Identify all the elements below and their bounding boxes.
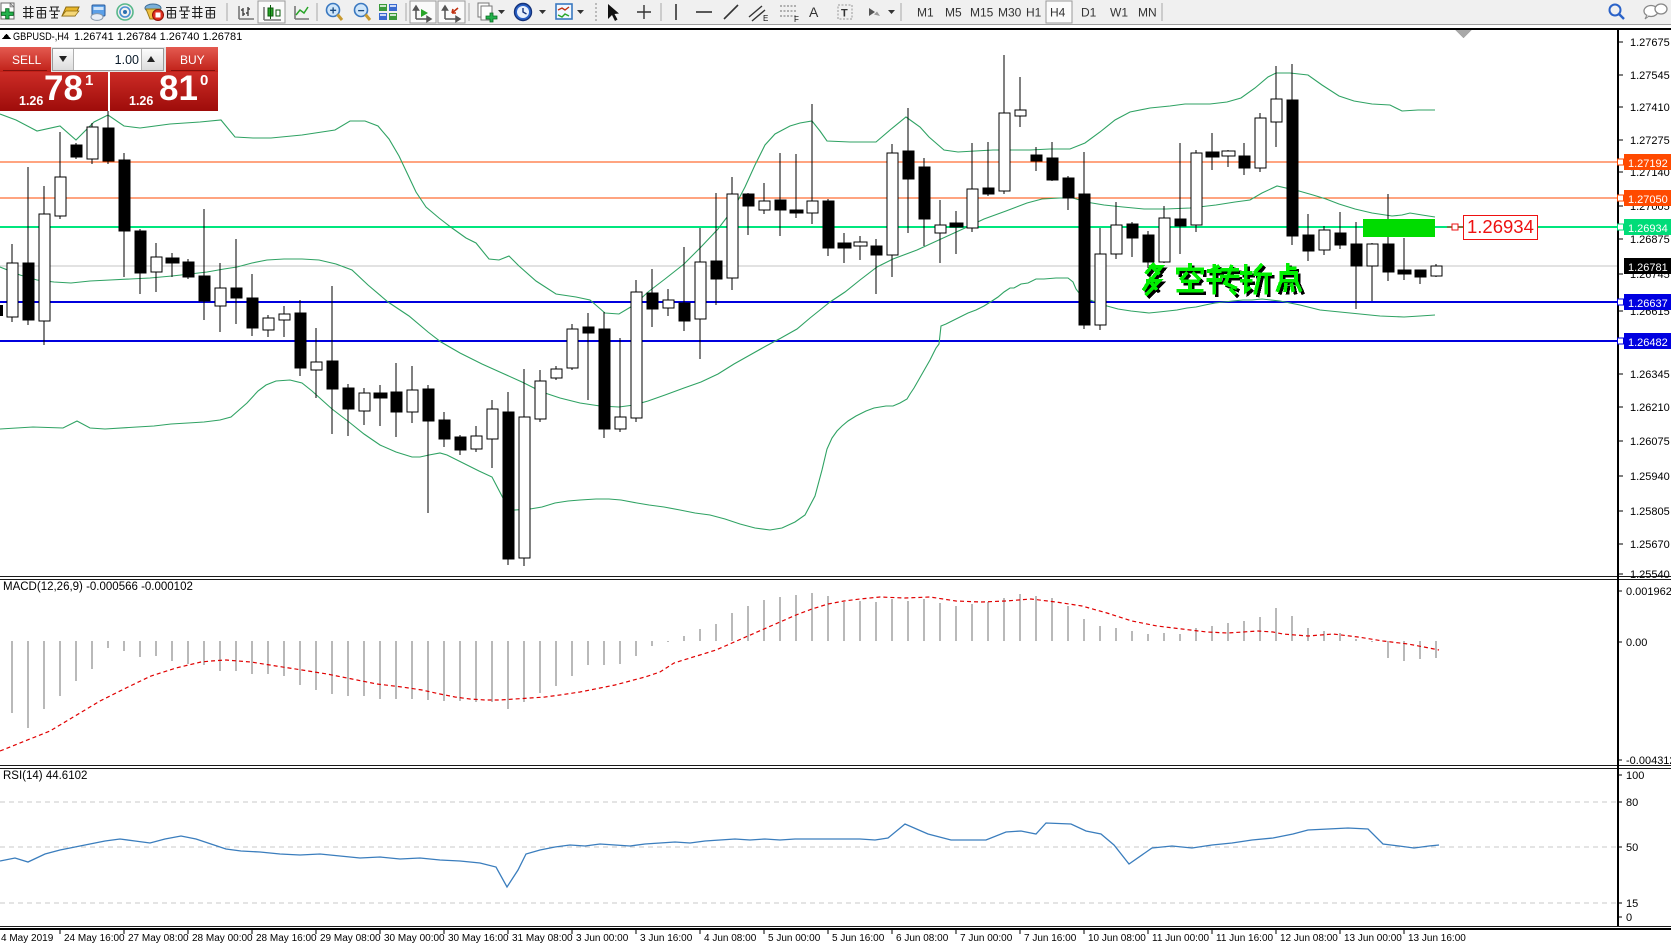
svg-text:E: E (763, 14, 768, 23)
svg-text:1.26741 1.26784 1.26740 1.2678: 1.26741 1.26784 1.26740 1.26781 (74, 31, 242, 43)
svg-text:1.27275: 1.27275 (1630, 135, 1670, 147)
svg-text:4 Jun 08:00: 4 Jun 08:00 (704, 933, 757, 944)
svg-text:6 Jun 08:00: 6 Jun 08:00 (896, 933, 949, 944)
svg-text:30 May 16:00: 30 May 16:00 (448, 933, 509, 944)
svg-text:1.26210: 1.26210 (1630, 402, 1670, 414)
svg-text:15: 15 (1626, 898, 1638, 910)
svg-text:M30: M30 (998, 6, 1022, 20)
svg-text:5 Jun 16:00: 5 Jun 16:00 (832, 933, 885, 944)
svg-text:1.26934: 1.26934 (1628, 223, 1668, 235)
svg-text:100: 100 (1626, 770, 1644, 782)
svg-text:4 May 2019: 4 May 2019 (1, 933, 54, 944)
svg-text:1.26075: 1.26075 (1630, 436, 1670, 448)
svg-text:13 Jun 00:00: 13 Jun 00:00 (1344, 933, 1402, 944)
svg-text:1.27410: 1.27410 (1630, 102, 1670, 114)
svg-text:H4: H4 (1050, 6, 1066, 20)
svg-text:1.25540: 1.25540 (1630, 569, 1670, 581)
svg-text:27 May 08:00: 27 May 08:00 (128, 933, 189, 944)
svg-text:12 Jun 08:00: 12 Jun 08:00 (1280, 933, 1338, 944)
svg-text:1.27050: 1.27050 (1628, 194, 1668, 206)
svg-text:0.00: 0.00 (1626, 637, 1647, 649)
svg-text:1.26637: 1.26637 (1628, 298, 1668, 310)
svg-text:28 May 00:00: 28 May 00:00 (192, 933, 253, 944)
svg-text:1.27545: 1.27545 (1630, 70, 1670, 82)
svg-text:H1: H1 (1026, 6, 1042, 20)
svg-text:1.26345: 1.26345 (1630, 369, 1670, 381)
svg-text:M1: M1 (917, 6, 934, 20)
svg-text:−: − (358, 4, 365, 18)
svg-text:31 May 08:00: 31 May 08:00 (512, 933, 573, 944)
svg-text:13 Jun 16:00: 13 Jun 16:00 (1408, 933, 1466, 944)
svg-text:80: 80 (1626, 797, 1638, 809)
svg-text:0.001962: 0.001962 (1626, 586, 1671, 598)
svg-text:1.25940: 1.25940 (1630, 471, 1670, 483)
svg-text:7 Jun 00:00: 7 Jun 00:00 (960, 933, 1013, 944)
svg-text:50: 50 (1626, 842, 1638, 854)
svg-text:1.25670: 1.25670 (1630, 539, 1670, 551)
svg-text:5 Jun 00:00: 5 Jun 00:00 (768, 933, 821, 944)
svg-text:3 Jun 16:00: 3 Jun 16:00 (640, 933, 693, 944)
svg-text:1.26875: 1.26875 (1630, 234, 1670, 246)
svg-text:1.25805: 1.25805 (1630, 506, 1670, 518)
svg-text:0: 0 (1626, 912, 1632, 924)
svg-text:M5: M5 (945, 6, 962, 20)
svg-text:1.27675: 1.27675 (1630, 37, 1670, 49)
svg-text:1.26934: 1.26934 (1467, 216, 1534, 237)
svg-text:F: F (794, 15, 799, 24)
svg-text:11 Jun 00:00: 11 Jun 00:00 (1152, 933, 1210, 944)
svg-text:RSI(14) 44.6102: RSI(14) 44.6102 (3, 770, 87, 782)
svg-text:GBPUSD-,H4: GBPUSD-,H4 (13, 31, 69, 43)
svg-text:W1: W1 (1110, 6, 1128, 20)
svg-text:7 Jun 16:00: 7 Jun 16:00 (1024, 933, 1077, 944)
svg-text:-0.004312: -0.004312 (1626, 755, 1671, 767)
svg-text:1.26482: 1.26482 (1628, 337, 1668, 349)
svg-text:1.26781: 1.26781 (1628, 262, 1668, 274)
svg-text:T: T (841, 8, 848, 20)
svg-text:10 Jun 08:00: 10 Jun 08:00 (1088, 933, 1146, 944)
svg-text:A: A (809, 4, 819, 20)
svg-text:11 Jun 16:00: 11 Jun 16:00 (1216, 933, 1274, 944)
svg-text:1.27192: 1.27192 (1628, 158, 1668, 170)
svg-text:24 May 16:00: 24 May 16:00 (64, 933, 125, 944)
svg-text:D1: D1 (1081, 6, 1097, 20)
svg-text:30 May 00:00: 30 May 00:00 (384, 933, 445, 944)
svg-text:M15: M15 (970, 6, 994, 20)
svg-text:+: + (330, 4, 337, 18)
svg-text:29 May 08:00: 29 May 08:00 (320, 933, 381, 944)
svg-text:3 Jun 00:00: 3 Jun 00:00 (576, 933, 629, 944)
svg-text:28 May 16:00: 28 May 16:00 (256, 933, 317, 944)
svg-text:MN: MN (1138, 6, 1157, 20)
svg-text:MACD(12,26,9) -0.000566 -0.000: MACD(12,26,9) -0.000566 -0.000102 (3, 581, 193, 593)
